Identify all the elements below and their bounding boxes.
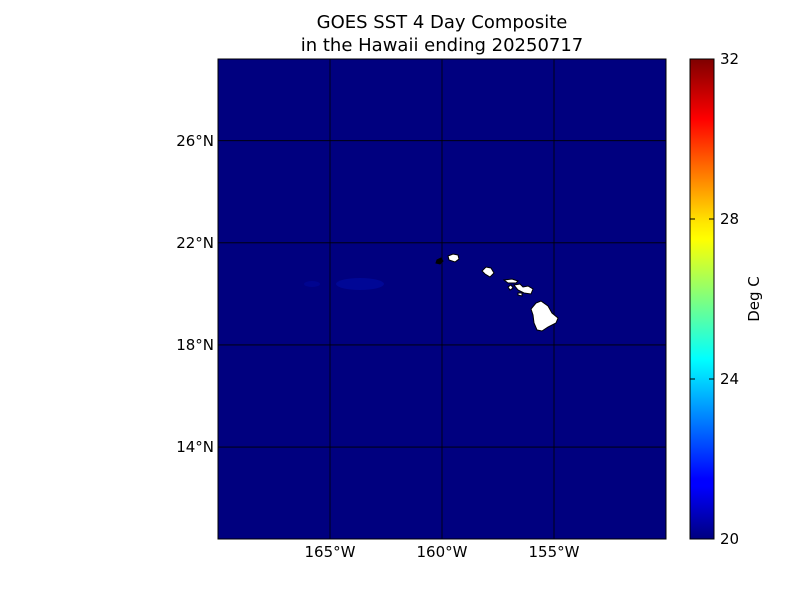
island-niihau: [435, 257, 444, 265]
latitude-label: 26°N: [176, 131, 214, 150]
colorbar: [689, 58, 715, 540]
island-lanai: [507, 284, 514, 291]
longitude-label: 165°W: [304, 543, 356, 561]
sst-anomaly-patch: [336, 278, 384, 290]
colorbar-tick-label: 20: [720, 530, 740, 548]
longitude-label: 155°W: [528, 543, 580, 561]
latitude-label: 14°N: [176, 438, 214, 457]
latitude-label: 22°N: [176, 233, 214, 252]
island-kauai: [447, 253, 460, 263]
island-maui: [513, 283, 534, 295]
chart-title-line1: GOES SST 4 Day Composite: [316, 12, 568, 33]
colorbar-tick-marks: [690, 58, 714, 540]
island-hawaii: [530, 300, 559, 332]
island-kahoolawe: [517, 292, 523, 297]
colorbar-tick-label: 32: [720, 50, 740, 68]
island-molokai: [502, 278, 519, 284]
colorbar-tick-label: 24: [720, 370, 740, 388]
map-frame: [217, 58, 667, 540]
colorbar-tick-label: 28: [720, 210, 740, 228]
graticule: [218, 59, 666, 539]
colorbar-title: Deg C: [745, 276, 763, 322]
hawaiian-islands: [435, 253, 559, 332]
chart-title-line2: in the Hawaii ending 20250717: [300, 35, 584, 56]
island-oahu: [481, 266, 495, 278]
latitude-label: 18°N: [176, 335, 214, 354]
longitude-label: 160°W: [416, 543, 468, 561]
sst-anomaly-patch-small: [304, 281, 320, 287]
